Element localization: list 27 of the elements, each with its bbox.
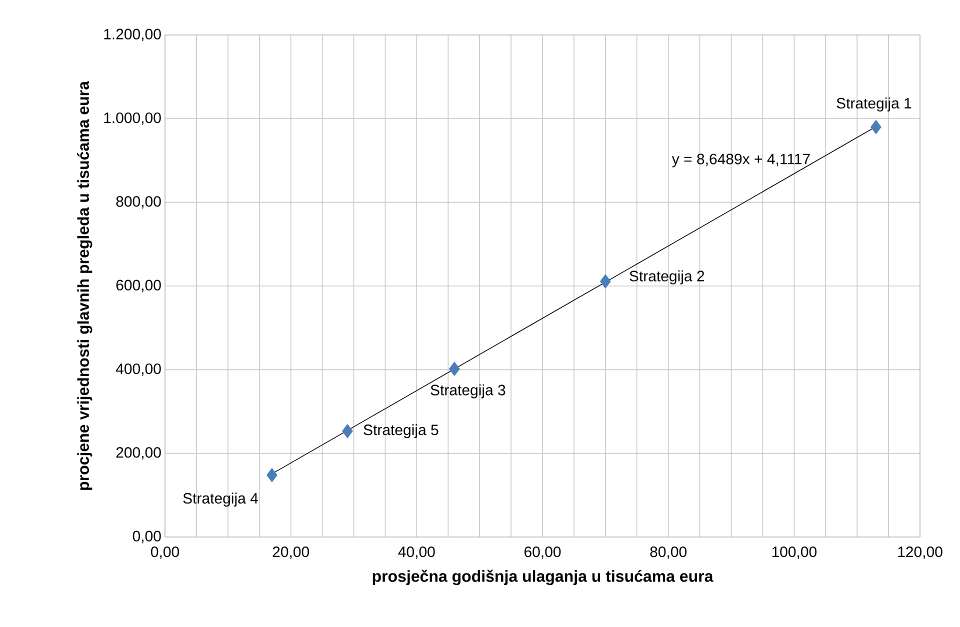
y-tick-label: 200,00 <box>116 447 161 460</box>
annotation: Strategija 5 <box>364 424 438 438</box>
x-axis-title: prosječna godišnja ulaganja u tisućama eura <box>372 570 714 586</box>
x-tick-label: 40,00 <box>398 546 435 559</box>
x-tick-label: 100,00 <box>772 546 817 559</box>
y-tick-label: 0,00 <box>132 530 161 544</box>
point <box>870 120 882 134</box>
y-axis-title: procjene vrijednosti glavnih pregleda u tisućama eura <box>77 80 92 490</box>
point <box>600 274 611 289</box>
x-tick-label: 60,00 <box>524 546 561 559</box>
x-tick-label: 0,00 <box>150 546 180 559</box>
point <box>448 362 460 376</box>
y-tick-label: 400,00 <box>116 363 161 376</box>
annotation: y = 8,6489x + 4,1117 <box>672 154 810 168</box>
annotation: Strategija 4 <box>183 492 258 507</box>
point <box>342 424 353 438</box>
y-tick-label: 600,00 <box>116 280 161 292</box>
annotation: Strategija 2 <box>630 270 704 284</box>
y-tick-label: 800,00 <box>116 196 161 209</box>
x-tick-label: 120,00 <box>898 546 942 559</box>
x-tick-label: 80,00 <box>650 546 687 559</box>
x-tick-label: 20,00 <box>272 546 310 559</box>
annotation: Strategija 3 <box>430 384 506 398</box>
annotation: Strategija 1 <box>836 98 912 112</box>
point <box>266 468 278 482</box>
y-tick-label: 1.200,00 <box>104 28 161 42</box>
y-tick-label: 1.000,00 <box>104 112 161 125</box>
